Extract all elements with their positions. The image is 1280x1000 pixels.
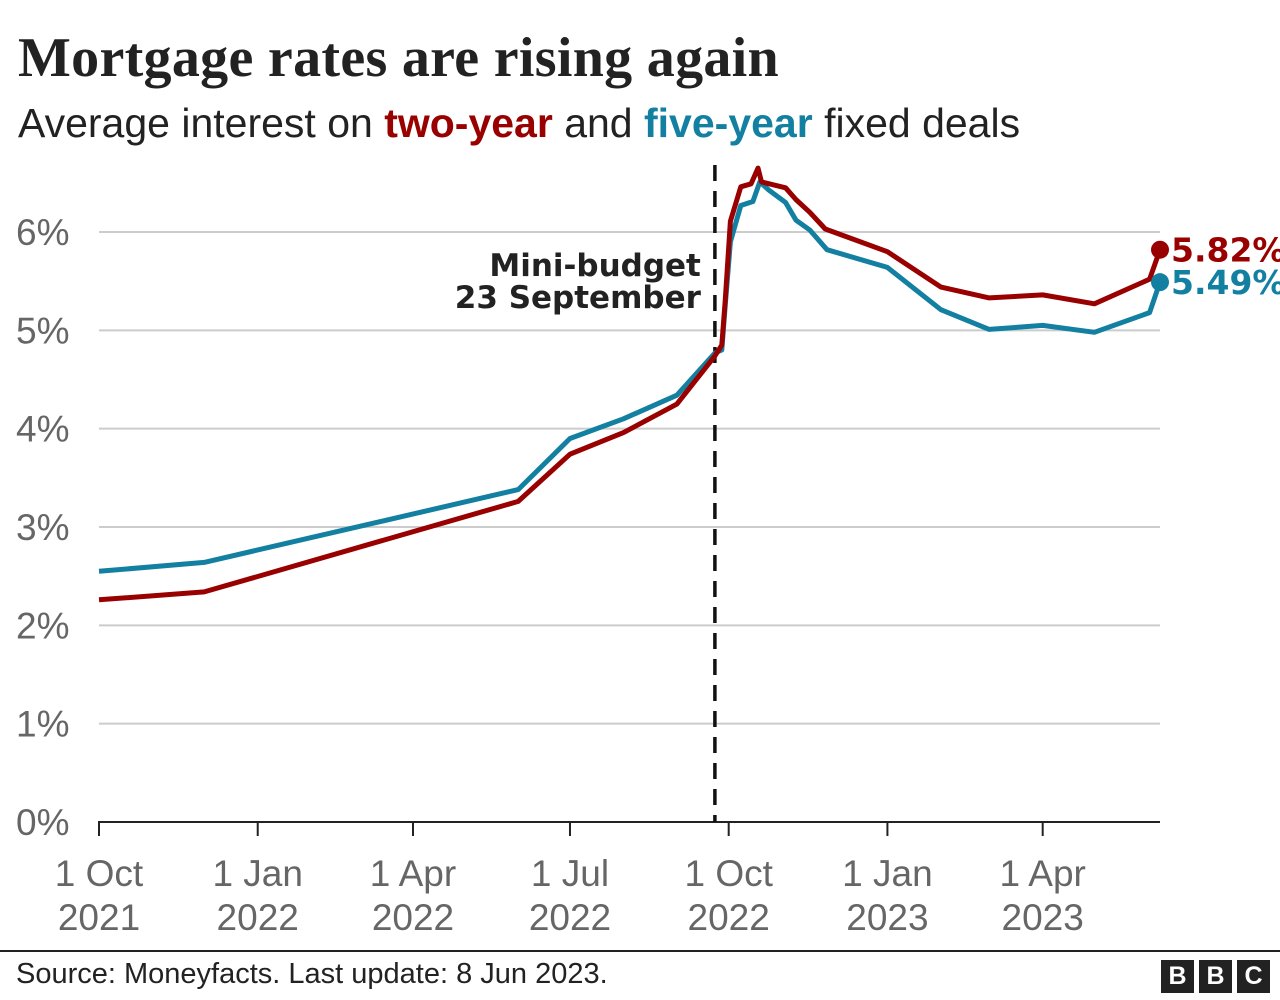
y-tick-label: 4% [16, 409, 69, 450]
two-year-end-point [1151, 240, 1169, 259]
y-tick-label: 1% [16, 704, 69, 745]
x-tick-label: 1 Oct [684, 853, 773, 894]
x-tick-label: 2022 [372, 897, 454, 938]
subtitle-two-year: two-year [384, 100, 553, 146]
two-year-line [98, 165, 1163, 603]
x-tick-label: 1 Jan [212, 853, 303, 894]
x-tick-label: 1 Jul [531, 853, 609, 894]
chart-title: Mortgage rates are rising again [18, 27, 779, 89]
logo-letter: C [1237, 960, 1270, 993]
x-tick-label: 2021 [58, 897, 140, 938]
y-tick-label: 0% [16, 802, 69, 843]
x-tick-label: 1 Apr [370, 853, 456, 894]
y-tick-label: 6% [16, 212, 69, 253]
subtitle-text: and [552, 100, 645, 146]
five-year-end-label: 5.49% [1171, 263, 1280, 302]
two-year-end-label: 5.82% [1171, 231, 1280, 270]
five-year-end-point [1151, 273, 1169, 292]
annotation-label: Mini-budget [489, 248, 701, 284]
x-tick-label: 2022 [217, 897, 299, 938]
y-tick-label: 2% [16, 605, 69, 646]
x-tick-label: 1 Apr [999, 853, 1085, 894]
x-tick-label: 2022 [529, 897, 611, 938]
y-tick-label: 5% [16, 310, 69, 351]
x-tick-label: 1 Oct [55, 853, 144, 894]
subtitle-five-year: five-year [644, 100, 813, 146]
source-note: Source: Moneyfacts. Last update: 8 Jun 2… [16, 958, 608, 990]
y-tick-label: 3% [16, 507, 69, 548]
five-year-line [98, 179, 1163, 574]
footer-divider [0, 950, 1280, 952]
x-tick-label: 2022 [688, 897, 770, 938]
x-tick-label: 1 Jan [842, 853, 933, 894]
annotation-label: 23 September [455, 280, 702, 316]
x-tick-label: 2023 [1002, 897, 1084, 938]
logo-letter: B [1161, 960, 1194, 993]
chart-subtitle: Average interest on two-year and five-ye… [18, 100, 1020, 147]
x-tick-label: 2023 [846, 897, 928, 938]
subtitle-text: Average interest on [18, 100, 385, 146]
logo-letter: B [1199, 960, 1232, 993]
subtitle-text: fixed deals [812, 100, 1021, 146]
